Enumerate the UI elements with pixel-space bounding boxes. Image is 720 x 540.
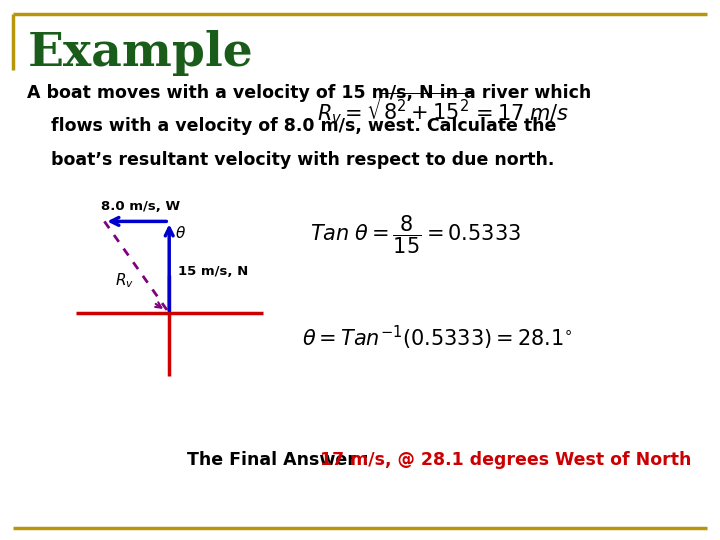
Text: boat’s resultant velocity with respect to due north.: boat’s resultant velocity with respect t… xyxy=(27,151,554,168)
Text: $R_v$: $R_v$ xyxy=(115,272,134,291)
Text: 8.0 m/s, W: 8.0 m/s, W xyxy=(101,200,180,213)
Text: $R_v = \sqrt{8^2 + 15^2} = 17 \; m/s$: $R_v = \sqrt{8^2 + 15^2} = 17 \; m/s$ xyxy=(317,90,569,126)
Text: flows with a velocity of 8.0 m/s, west. Calculate the: flows with a velocity of 8.0 m/s, west. … xyxy=(27,117,557,135)
Text: $\theta = Tan^{-1}(0.5333) = 28.1^{\circ}$: $\theta = Tan^{-1}(0.5333) = 28.1^{\circ… xyxy=(302,323,573,352)
Text: The Final Answer :: The Final Answer : xyxy=(187,451,381,469)
Text: $\theta$: $\theta$ xyxy=(175,225,186,241)
Text: 15 m/s, N: 15 m/s, N xyxy=(178,265,248,279)
Text: $Tan\;\theta = \dfrac{8}{15} = 0.5333$: $Tan\;\theta = \dfrac{8}{15} = 0.5333$ xyxy=(310,214,521,256)
Text: A boat moves with a velocity of 15 m/s, N in a river which: A boat moves with a velocity of 15 m/s, … xyxy=(27,84,592,102)
Text: 17 m/s, @ 28.1 degrees West of North: 17 m/s, @ 28.1 degrees West of North xyxy=(320,451,692,469)
Text: Example: Example xyxy=(27,30,253,76)
